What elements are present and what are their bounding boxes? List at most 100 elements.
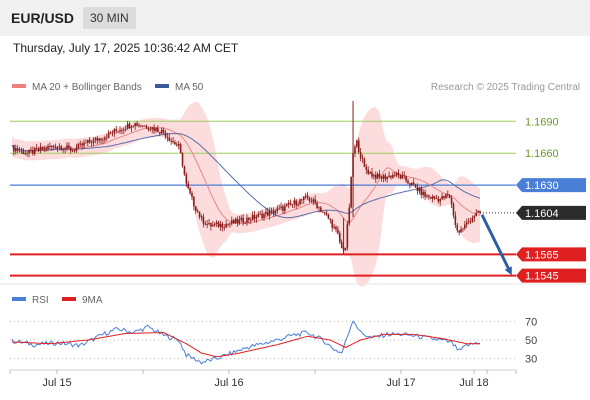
candle-body: [88, 139, 91, 143]
candle: [416, 183, 419, 195]
candle-body: [435, 198, 438, 200]
candle: [403, 171, 406, 180]
candle: [323, 211, 326, 216]
candle: [329, 218, 332, 224]
candle: [284, 203, 286, 215]
header-bar: EUR/USD 30 MIN: [0, 0, 590, 36]
candle: [94, 137, 97, 144]
candle: [102, 137, 104, 145]
candle-body: [380, 176, 383, 179]
candle: [26, 150, 28, 157]
candle-body: [325, 212, 328, 215]
candle-body: [96, 138, 99, 141]
candle-body: [388, 175, 390, 177]
candle: [96, 135, 99, 145]
candle-body: [422, 191, 424, 196]
candle-body: [410, 182, 413, 185]
candle: [77, 142, 80, 150]
timeframe-badge[interactable]: 30 MIN: [83, 7, 136, 29]
support-label-box: [516, 268, 586, 283]
candle-body: [359, 152, 362, 159]
candle-body: [282, 206, 284, 211]
candle: [312, 197, 315, 206]
candle-body: [86, 139, 89, 143]
candle-body: [32, 150, 34, 154]
candle: [289, 199, 292, 206]
candle-body: [458, 230, 460, 233]
candle: [399, 173, 402, 180]
candle: [280, 202, 282, 211]
candle-body: [274, 211, 277, 214]
candle: [337, 226, 339, 235]
candle: [477, 210, 479, 214]
candle: [393, 171, 396, 178]
candle: [138, 123, 140, 128]
ma20-legend-swatch: [12, 84, 26, 88]
candle-body: [58, 146, 61, 148]
candle: [60, 144, 63, 151]
x-tick-label: Jul 16: [214, 377, 243, 389]
candle-body: [217, 222, 220, 227]
candle: [37, 146, 40, 153]
candle: [293, 197, 296, 208]
candle: [191, 191, 193, 201]
level-labels: 1.1690 1.1660 1.1630 1.1604 1.1565 1.1545: [516, 116, 586, 283]
candle: [185, 172, 188, 188]
candle-body: [213, 223, 216, 225]
candle: [456, 222, 459, 233]
candle-body: [310, 200, 313, 202]
candle-body: [50, 145, 53, 148]
candle: [47, 143, 49, 152]
candle-body: [418, 187, 421, 192]
candle: [107, 130, 110, 139]
candle: [331, 218, 334, 232]
candle: [435, 194, 438, 200]
candle-body: [429, 196, 432, 199]
bollinger-band: [12, 101, 480, 287]
candle: [390, 175, 392, 180]
candle-body: [60, 146, 63, 151]
candle-body: [193, 196, 195, 207]
candle: [409, 182, 411, 189]
candle-body: [16, 148, 19, 151]
candle: [198, 211, 201, 220]
pivot-label-box: [516, 178, 586, 193]
candle-body: [473, 215, 476, 219]
candle: [130, 125, 133, 133]
candle: [104, 135, 106, 144]
candle-body: [308, 197, 311, 201]
candle-body: [367, 169, 370, 174]
candle-body: [119, 130, 121, 132]
candle-body: [403, 175, 406, 177]
candle: [251, 211, 254, 221]
candle-body: [433, 196, 436, 199]
candle-body: [143, 125, 146, 127]
candle-body: [471, 218, 474, 222]
candle: [189, 187, 191, 195]
candle-body: [405, 176, 407, 181]
candle-body: [397, 172, 400, 176]
ma9-legend-swatch: [62, 297, 76, 301]
candle-body: [35, 147, 38, 149]
candle-body: [361, 158, 364, 160]
candle-body: [176, 144, 178, 146]
candle: [41, 146, 44, 151]
candle: [200, 214, 203, 221]
candle-body: [287, 202, 290, 205]
candle: [52, 144, 55, 151]
candle-body: [251, 214, 254, 220]
candle: [405, 175, 407, 183]
candle-body: [407, 180, 409, 184]
candle-body: [297, 204, 299, 206]
candle: [43, 145, 46, 153]
candle: [109, 131, 112, 135]
candle-body: [177, 144, 180, 146]
candle-body: [138, 125, 140, 127]
candle-body: [437, 198, 440, 202]
candle-body: [255, 216, 258, 219]
candle: [278, 204, 280, 211]
candle-body: [151, 127, 154, 130]
candle: [306, 191, 309, 201]
candle: [223, 224, 226, 231]
